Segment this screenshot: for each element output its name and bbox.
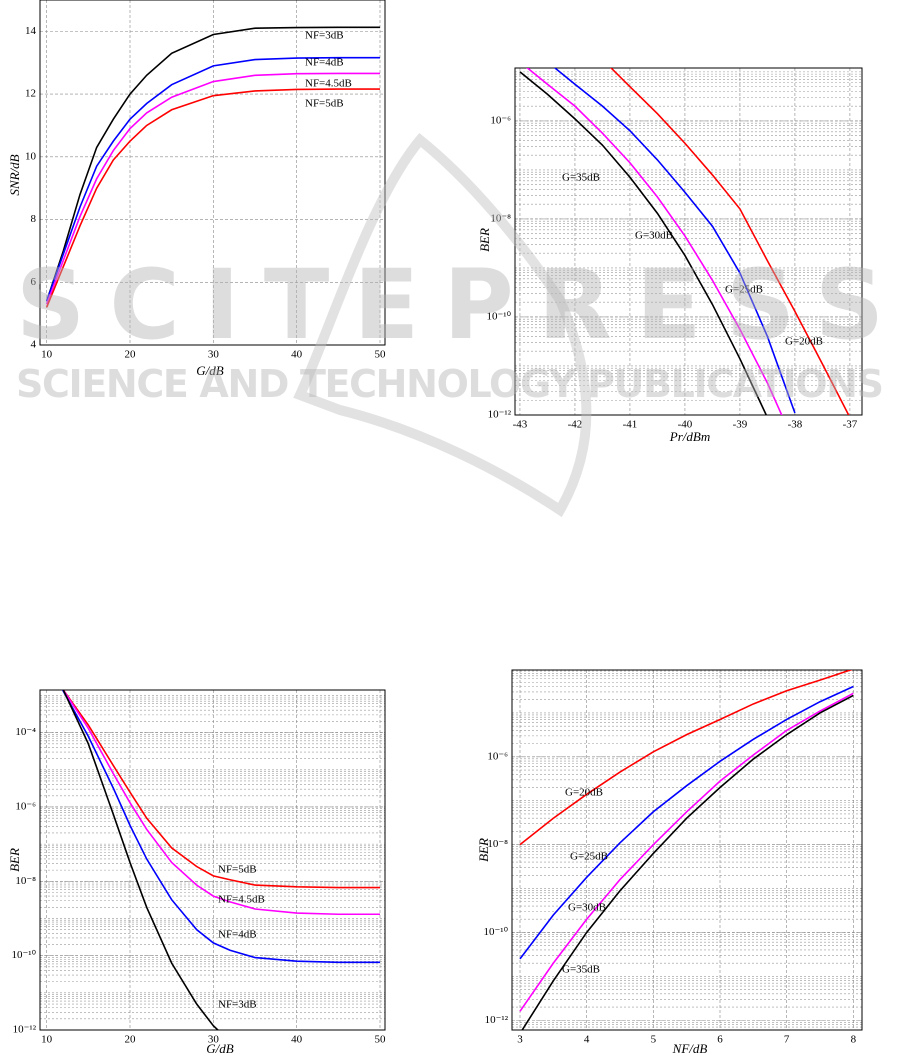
y-tick-label: 10⁻⁴ <box>15 726 36 738</box>
y-tick-label: 10⁻⁸ <box>490 212 511 224</box>
chart: -43 -42 -41 -40 -39 -38 -37 10⁻⁶ 10⁻⁸ 10⁻¹⁰ 10⁻¹² P… <box>477 67 863 444</box>
series-label: NF=5dB <box>218 864 257 876</box>
series-label: G=20dB <box>565 787 603 799</box>
series-line <box>519 685 854 960</box>
watermark: SCITEPRESS SCIENCE AND TECHNOLOGY PUBLIC… <box>16 133 884 518</box>
chart: 10 20 30 40 50 10⁻⁴ 10⁻⁶ 10⁻⁸ 10⁻¹⁰ 10⁻¹² G/dB BER N… <box>7 689 387 1056</box>
plot-frame <box>39 0 386 346</box>
series-line <box>45 26 380 302</box>
y-tick-label: 10⁻¹⁰ <box>11 949 36 961</box>
x-tick-label: -40 <box>678 419 693 431</box>
y-tick-label: 10⁻⁶ <box>487 750 508 762</box>
plot-frame <box>514 67 863 416</box>
x-tick-label: 20 <box>125 349 137 361</box>
x-axis-label: Pr/dBm <box>669 429 710 444</box>
watermark-swoosh <box>293 133 592 518</box>
x-tick-label: -41 <box>623 419 638 431</box>
x-tick-label: 8 <box>851 1034 857 1046</box>
x-tick-label: -37 <box>843 419 858 431</box>
x-tick-label: 3 <box>517 1034 523 1046</box>
y-axis-label: BER <box>7 848 22 872</box>
y-tick-label: 4 <box>31 339 37 351</box>
y-tick-label: 6 <box>31 276 37 288</box>
y-tick-label: 10⁻¹⁰ <box>486 310 511 322</box>
x-tick-label: -38 <box>788 419 803 431</box>
series-label: NF=4.5dB <box>218 894 265 906</box>
series-label: NF=3dB <box>305 30 344 42</box>
chart: 3 4 5 6 7 8 10⁻⁶ 10⁻⁸ 10⁻¹⁰ 10⁻¹² NF/dB BER G=20dB G=… <box>476 669 863 1056</box>
x-tick-label: 40 <box>291 349 303 361</box>
series-label: G=25dB <box>725 284 763 296</box>
y-tick-label: 10⁻¹² <box>13 1024 37 1036</box>
series-line <box>62 690 220 1030</box>
series-line <box>62 690 380 889</box>
x-tick-label: 7 <box>784 1034 790 1046</box>
y-tick-label: 10⁻¹⁰ <box>483 926 508 938</box>
series-line <box>519 670 853 846</box>
x-tick-label: -43 <box>513 419 528 431</box>
y-axis-label: BER <box>476 838 491 862</box>
x-tick-label: 6 <box>717 1034 723 1046</box>
series-label: NF=4dB <box>218 929 257 941</box>
x-tick-label: -39 <box>733 419 748 431</box>
y-tick-label: 10⁻⁶ <box>490 114 511 126</box>
x-tick-label: 50 <box>375 349 387 361</box>
plot-frame <box>39 689 386 1031</box>
series-label: G=20dB <box>785 336 823 348</box>
x-tick-label: 40 <box>291 1034 303 1046</box>
x-tick-label: 30 <box>208 349 220 361</box>
series-label: NF=5dB <box>305 98 344 110</box>
y-tick-label: 10⁻⁸ <box>487 838 508 850</box>
x-tick-label: 50 <box>375 1034 387 1046</box>
watermark-title: SCITEPRESS <box>16 249 884 361</box>
series-label: NF=4.5dB <box>305 78 352 90</box>
series-label: G=30dB <box>568 902 606 914</box>
y-tick-label: 8 <box>31 213 37 225</box>
series-line <box>526 68 783 415</box>
x-tick-label: -42 <box>568 419 583 431</box>
x-tick-label: 4 <box>584 1034 590 1046</box>
chart: 10 20 30 40 50 4 6 8 10 12 14 G/dB SNR/dB NF=3dB NF=4d… <box>7 0 386 378</box>
watermark-subtitle: SCIENCE AND TECHNOLOGY PUBLICATIONS <box>16 362 884 406</box>
series-line <box>519 71 768 415</box>
y-tick-label: 14 <box>25 25 37 37</box>
series-line <box>521 694 854 1030</box>
y-tick-label: 10⁻⁸ <box>15 875 36 887</box>
series-line <box>519 692 854 1012</box>
x-axis-label: NF/dB <box>672 1041 708 1056</box>
plot-frame <box>511 669 863 1031</box>
series-line <box>45 72 380 305</box>
x-axis-label: G/dB <box>196 363 224 378</box>
series-label: G=30dB <box>635 230 673 242</box>
x-tick-label: 20 <box>125 1034 137 1046</box>
y-tick-label: 10⁻¹² <box>488 409 512 421</box>
y-axis-label: BER <box>477 228 492 252</box>
x-tick-label: 30 <box>208 1034 220 1046</box>
x-tick-label: 10 <box>41 349 53 361</box>
series-line <box>45 88 380 308</box>
series-label: G=35dB <box>562 964 600 976</box>
y-tick-label: 10⁻⁶ <box>15 800 36 812</box>
series-line <box>61 690 380 964</box>
charts: 10 20 30 40 50 4 6 8 10 12 14 G/dB SNR/dB NF=3dB NF=4d… <box>7 0 863 1056</box>
series-line <box>62 690 380 916</box>
y-tick-label: 10⁻¹² <box>485 1014 509 1026</box>
x-tick-label: 10 <box>41 1034 53 1046</box>
series-label: G=35dB <box>562 172 600 184</box>
y-axis-label: SNR/dB <box>7 154 22 195</box>
series-label: G=25dB <box>570 851 608 863</box>
series-label: NF=3dB <box>218 999 257 1011</box>
x-tick-label: 5 <box>651 1034 657 1046</box>
series-line <box>553 68 796 414</box>
series-label: NF=4dB <box>305 57 344 69</box>
series-line <box>610 68 850 415</box>
x-axis-label: G/dB <box>206 1041 234 1056</box>
series-line <box>45 56 380 302</box>
y-tick-label: 12 <box>25 88 36 100</box>
y-tick-label: 10 <box>25 150 37 162</box>
